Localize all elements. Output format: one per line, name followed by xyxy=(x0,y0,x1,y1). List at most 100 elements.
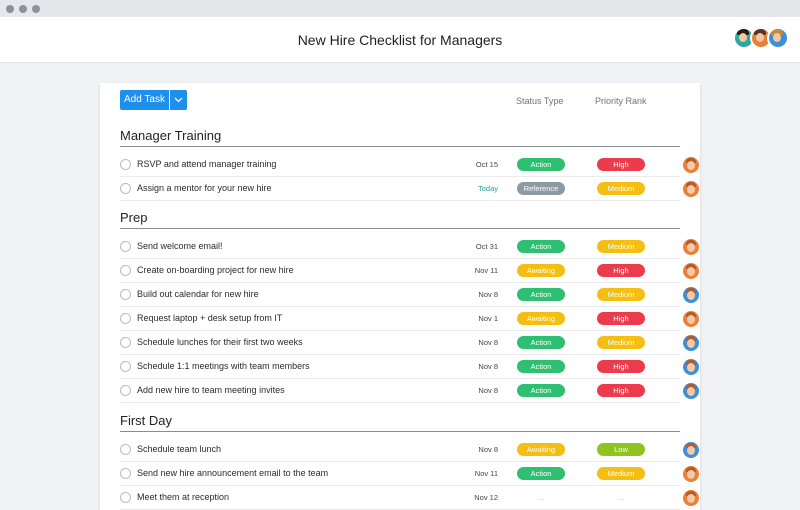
priority-pill[interactable]: High xyxy=(597,264,645,277)
task-row[interactable]: Meet them at reception Nov 12...... xyxy=(120,486,699,510)
task-name[interactable]: RSVP and attend manager training xyxy=(137,159,277,169)
complete-task-checkbox[interactable] xyxy=(120,385,131,396)
complete-task-checkbox[interactable] xyxy=(120,241,131,252)
assignee-avatar[interactable] xyxy=(683,490,699,506)
due-date[interactable]: Nov 8 xyxy=(478,338,498,347)
task-row[interactable]: Create on-boarding project for new hire N… xyxy=(120,259,699,283)
section-divider xyxy=(120,146,680,147)
task-row[interactable]: Assign a mentor for your new hire Today Re… xyxy=(120,177,699,201)
task-name[interactable]: Assign a mentor for your new hire xyxy=(137,183,272,193)
status-pill[interactable]: Action xyxy=(517,336,565,349)
due-date[interactable]: Oct 31 xyxy=(475,242,498,251)
complete-task-checkbox[interactable] xyxy=(120,183,131,194)
complete-task-checkbox[interactable] xyxy=(120,337,131,348)
window-close-dot[interactable] xyxy=(6,5,14,13)
status-pill[interactable]: Action xyxy=(517,240,565,253)
complete-task-checkbox[interactable] xyxy=(120,468,131,479)
assignee-avatar[interactable] xyxy=(683,442,699,458)
task-row[interactable]: Send new hire announcement email to the … xyxy=(120,462,699,486)
complete-task-checkbox[interactable] xyxy=(120,159,131,170)
assignee-avatar[interactable] xyxy=(683,181,699,197)
assignee-avatar[interactable] xyxy=(683,263,699,279)
add-task-dropdown-button[interactable] xyxy=(170,90,187,110)
section-title[interactable]: First Day xyxy=(120,413,172,428)
section-divider xyxy=(120,228,680,229)
due-date[interactable]: Nov 12 xyxy=(474,493,498,502)
priority-pill[interactable]: ... xyxy=(617,493,625,502)
priority-pill[interactable]: Medium xyxy=(597,240,645,253)
task-row[interactable]: Send welcome email! Oct 31 Action Medium xyxy=(120,235,699,259)
due-date[interactable]: Nov 11 xyxy=(474,266,498,275)
assignee-avatar[interactable] xyxy=(683,466,699,482)
status-pill[interactable]: Reference xyxy=(517,182,565,195)
complete-task-checkbox[interactable] xyxy=(120,265,131,276)
task-name[interactable]: Meet them at reception xyxy=(137,492,230,502)
task-name[interactable]: Send welcome email! xyxy=(137,241,223,251)
section-title[interactable]: Prep xyxy=(120,210,148,225)
status-pill[interactable]: Action xyxy=(517,158,565,171)
assignee-avatar[interactable] xyxy=(683,335,699,351)
task-row[interactable]: Schedule 1:1 meetings with team members N… xyxy=(120,355,699,379)
priority-pill[interactable]: Medium xyxy=(597,336,645,349)
assignee-avatar[interactable] xyxy=(683,239,699,255)
task-name[interactable]: Schedule 1:1 meetings with team members xyxy=(137,361,310,371)
status-pill[interactable]: Awaiting xyxy=(517,264,565,277)
column-header-priority[interactable]: Priority Rank xyxy=(595,96,647,106)
section-title[interactable]: Manager Training xyxy=(120,128,222,143)
complete-task-checkbox[interactable] xyxy=(120,313,131,324)
due-date[interactable]: Nov 11 xyxy=(474,469,498,478)
status-pill[interactable]: Action xyxy=(517,288,565,301)
assignee-avatar[interactable] xyxy=(683,157,699,173)
task-name[interactable]: Send new hire announcement email to the … xyxy=(137,468,329,478)
priority-pill[interactable]: High xyxy=(597,360,645,373)
add-task-button[interactable]: Add Task xyxy=(120,90,169,110)
task-row[interactable]: Schedule lunches for their first two wee… xyxy=(120,331,699,355)
due-date[interactable]: Oct 15 xyxy=(475,160,498,169)
due-date[interactable]: Nov 8 xyxy=(478,445,498,454)
user-avatar[interactable] xyxy=(767,27,789,49)
status-pill[interactable]: Awaiting xyxy=(517,312,565,325)
status-pill[interactable]: Awaiting xyxy=(517,443,565,456)
window-minimize-dot[interactable] xyxy=(19,5,27,13)
task-name[interactable]: Build out calendar for new hire xyxy=(137,289,259,299)
status-pill[interactable]: Action xyxy=(517,467,565,480)
priority-pill[interactable]: Medium xyxy=(597,288,645,301)
task-name[interactable]: Create on-boarding project for new hire xyxy=(137,265,294,275)
task-row[interactable]: RSVP and attend manager training Oct 15 Ac… xyxy=(120,153,699,177)
assignee-avatar[interactable] xyxy=(683,287,699,303)
task-name[interactable]: Add new hire to team meeting invites xyxy=(137,385,285,395)
due-date[interactable]: Today xyxy=(477,184,498,193)
task-name[interactable]: Schedule lunches for their first two wee… xyxy=(137,337,303,347)
priority-pill[interactable]: Low xyxy=(597,443,645,456)
priority-pill[interactable]: Medium xyxy=(597,467,645,480)
page-title: New Hire Checklist for Managers xyxy=(297,32,503,48)
priority-pill[interactable]: High xyxy=(597,312,645,325)
assignee-avatar[interactable] xyxy=(683,359,699,375)
chevron-down-icon xyxy=(174,97,183,103)
priority-pill[interactable]: Medium xyxy=(597,182,645,195)
task-name[interactable]: Request laptop + desk setup from IT xyxy=(137,313,283,323)
task-row[interactable]: Request laptop + desk setup from IT Nov 1… xyxy=(120,307,699,331)
column-header-status[interactable]: Status Type xyxy=(516,96,564,106)
due-date[interactable]: Nov 8 xyxy=(478,386,498,395)
status-pill[interactable]: Action xyxy=(517,384,565,397)
due-date[interactable]: Nov 8 xyxy=(478,290,498,299)
task-row[interactable]: Build out calendar for new hire Nov 8 Acti… xyxy=(120,283,699,307)
due-date[interactable]: Nov 1 xyxy=(478,314,498,323)
status-pill[interactable]: ... xyxy=(537,493,545,502)
user-avatar[interactable] xyxy=(750,27,772,49)
priority-pill[interactable]: High xyxy=(597,158,645,171)
window-maximize-dot[interactable] xyxy=(32,5,40,13)
complete-task-checkbox[interactable] xyxy=(120,444,131,455)
task-row[interactable]: Add new hire to team meeting invites Nov … xyxy=(120,379,699,403)
complete-task-checkbox[interactable] xyxy=(120,361,131,372)
complete-task-checkbox[interactable] xyxy=(120,492,131,503)
task-row[interactable]: Schedule team lunch Nov 8 Awaiting Low xyxy=(120,438,699,462)
priority-pill[interactable]: High xyxy=(597,384,645,397)
status-pill[interactable]: Action xyxy=(517,360,565,373)
due-date[interactable]: Nov 8 xyxy=(478,362,498,371)
assignee-avatar[interactable] xyxy=(683,383,699,399)
complete-task-checkbox[interactable] xyxy=(120,289,131,300)
task-name[interactable]: Schedule team lunch xyxy=(137,444,222,454)
assignee-avatar[interactable] xyxy=(683,311,699,327)
